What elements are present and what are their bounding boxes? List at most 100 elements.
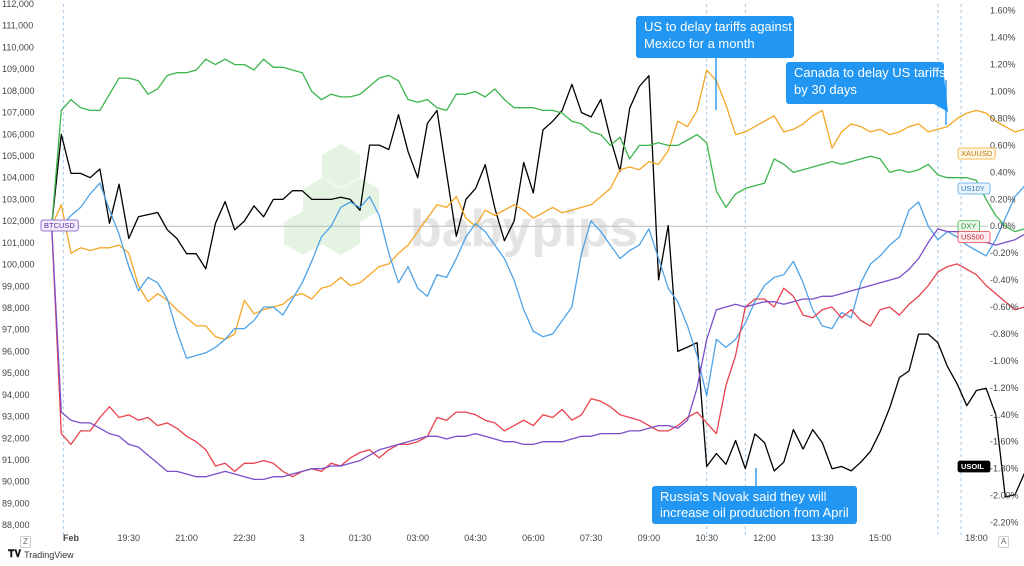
footer-brand: 𝐓𝐕 TradingView — [8, 549, 74, 560]
series-line-dxy — [51, 58, 1024, 233]
x-tick-label: 3 — [300, 533, 305, 543]
annotation-line: Canada to delay US tariffs — [794, 65, 946, 80]
left-tick-label: 92,000 — [2, 433, 30, 443]
left-tick-label: 102,000 — [2, 216, 35, 226]
annotation-box — [636, 16, 794, 58]
x-tick-label: 13:30 — [811, 533, 834, 543]
x-tick-label: 10:30 — [695, 533, 718, 543]
auto-scale-corner[interactable]: A — [998, 536, 1010, 548]
left-tag-label: BTCUSD — [44, 221, 75, 230]
watermark: babypips — [283, 144, 638, 258]
price-tag-us10y — [957, 182, 991, 195]
right-tick-label: -1.80% — [990, 464, 1019, 474]
left-tick-label: 90,000 — [2, 477, 30, 487]
watermark-hex-4 — [321, 144, 361, 188]
watermark-hex-2 — [321, 211, 361, 255]
right-tick-label: 0.20% — [990, 194, 1016, 204]
x-tick-label: 04:30 — [464, 533, 487, 543]
right-tick-label: -2.00% — [990, 491, 1019, 501]
x-tick-label: 01:30 — [349, 533, 372, 543]
ann-us-mexico: US to delay tariffs against Mexico for a … — [636, 16, 794, 110]
x-tick-label: 18:00 — [965, 533, 988, 543]
x-tick-label: 06:00 — [522, 533, 545, 543]
left-tick-label: 93,000 — [2, 412, 30, 422]
right-tick-label: 1.00% — [990, 87, 1016, 97]
left-tick-label: 108,000 — [2, 86, 35, 96]
price-tag-usoil — [957, 460, 991, 473]
left-tick-label: 99,000 — [2, 281, 30, 291]
x-tick-label: 15:00 — [869, 533, 892, 543]
price-tag-label: XAUUSD — [961, 149, 993, 158]
annotations: US to delay tariffs against Mexico for a … — [636, 16, 948, 524]
price-tag-label: DXY — [961, 222, 976, 231]
annotation-line: Russia's Novak said they will — [660, 489, 827, 504]
watermark-hex-3 — [283, 211, 323, 255]
series-line-us500 — [51, 226, 1024, 478]
right-tick-label: 0.80% — [990, 113, 1016, 123]
right-tick-label: 1.60% — [990, 6, 1016, 16]
left-tick-label: 96,000 — [2, 346, 30, 356]
footer-brand-label: TradingView — [24, 549, 74, 560]
left-tick-label: 97,000 — [2, 325, 30, 335]
right-tick-label: 1.20% — [990, 60, 1016, 70]
timezone-corner[interactable]: Z — [20, 536, 31, 548]
annotation-line: increase oil production from April — [660, 505, 849, 520]
annotation-box — [786, 62, 944, 104]
annotation-line: by 30 days — [794, 82, 857, 97]
x-axis: Feb 19:30 21:00 22:30 3 01:30 03:00 04:30 06:00 0… — [63, 533, 988, 543]
right-tick-label: -1.40% — [990, 410, 1019, 420]
x-tick-label: Feb — [63, 533, 80, 543]
price-tags: XAUUSD US10Y DXY US500 USOIL BTCUSD — [40, 147, 996, 473]
series-line-btcusd — [51, 75, 1024, 498]
left-tick-label: 106,000 — [2, 129, 35, 139]
right-tick-label: -0.80% — [990, 329, 1019, 339]
x-tick-label: 03:00 — [406, 533, 429, 543]
left-tick-label: 98,000 — [2, 303, 30, 313]
watermark-hex-1 — [340, 178, 380, 222]
right-tick-label: 0.00% — [990, 221, 1016, 231]
left-tag-btcusd — [40, 219, 79, 232]
x-tick-label: 22:30 — [233, 533, 256, 543]
price-tag-us500 — [957, 231, 991, 243]
right-axis: 1.60% 1.40% 1.20% 1.00% 0.80% 0.60% 0.40% 0.20%… — [990, 6, 1019, 528]
price-tag-label: US10Y — [961, 184, 985, 193]
left-tick-label: 107,000 — [2, 108, 35, 118]
left-tick-label: 88,000 — [2, 520, 30, 530]
x-tick-label: 07:30 — [580, 533, 603, 543]
watermark-text: babypips — [410, 200, 638, 258]
left-tick-label: 104,000 — [2, 173, 35, 183]
right-tick-label: -0.40% — [990, 275, 1019, 285]
series-line-us10y — [51, 182, 1024, 397]
annotation-box — [652, 486, 857, 524]
right-tick-label: 0.60% — [990, 140, 1016, 150]
annotation-line: US to delay tariffs against — [644, 19, 792, 34]
event-lines — [62, 4, 962, 536]
right-tick-label: -1.60% — [990, 437, 1019, 447]
tradingview-logo-icon: 𝐓𝐕 — [8, 549, 22, 560]
left-tick-label: 110,000 — [2, 42, 34, 52]
price-tag-xauusd — [957, 147, 996, 160]
left-axis: 88,000 89,000 90,000 91,000 92,000 93,000 94,0… — [2, 0, 35, 530]
left-tick-label: 100,000 — [2, 260, 35, 270]
price-tag-label: US500 — [961, 233, 984, 242]
left-tick-label: 101,000 — [2, 238, 35, 248]
right-tick-label: 1.40% — [990, 33, 1016, 43]
left-tick-label: 95,000 — [2, 368, 30, 378]
left-tick-label: 112,000 — [2, 0, 34, 9]
right-tick-label: -0.20% — [990, 248, 1019, 258]
x-tick-label: 21:00 — [175, 533, 198, 543]
price-tag-label: USOIL — [961, 462, 984, 471]
left-tick-label: 103,000 — [2, 194, 35, 204]
x-tick-label: 19:30 — [118, 533, 141, 543]
left-tick-label: 105,000 — [2, 151, 35, 161]
left-tick-label: 109,000 — [2, 64, 35, 74]
series-layer — [51, 58, 1024, 498]
right-tick-label: -1.20% — [990, 383, 1019, 393]
right-tick-label: -1.00% — [990, 356, 1019, 366]
right-tick-label: -0.60% — [990, 302, 1019, 312]
left-tick-label: 111,000 — [2, 21, 33, 31]
left-tick-label: 91,000 — [2, 455, 30, 465]
right-tick-label: -2.20% — [990, 518, 1019, 528]
